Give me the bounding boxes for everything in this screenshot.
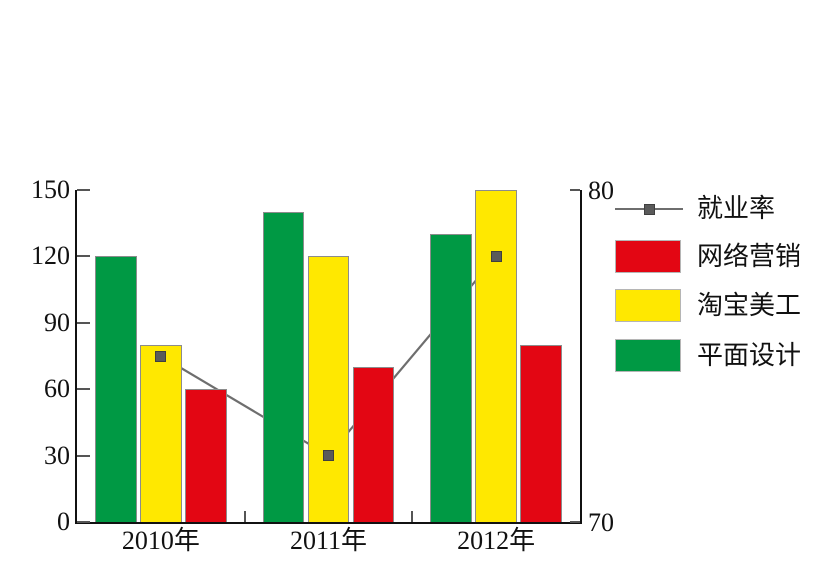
yellow-swatch-icon <box>615 289 681 322</box>
legend-label: 平面设计 <box>697 340 802 370</box>
bar-graphic-design-2010年 <box>95 256 137 522</box>
bar-graphic-design-2011年 <box>262 212 305 522</box>
left-axis-tick-label: 30 <box>44 440 70 470</box>
bar-network-marketing-2011年 <box>352 367 395 522</box>
right-axis-tick-label: 70 <box>588 508 614 537</box>
left-axis-tick <box>77 454 90 457</box>
x-axis-category-label: 2010年 <box>121 526 200 555</box>
legend-item-employment-rate: 就业率 <box>615 194 775 224</box>
x-axis-category-label: 2011年 <box>289 526 368 555</box>
x-axis-category-label: 2012年 <box>457 526 536 555</box>
x-axis-category-tick <box>243 511 246 522</box>
employment-rate-marker-2011年 <box>323 450 334 462</box>
right-axis-tick-label: 80 <box>588 176 614 205</box>
legend-item-network-marketing: 网络营销 <box>615 240 801 273</box>
left-axis-tick-label: 90 <box>44 307 70 337</box>
left-axis-tick-label: 120 <box>31 241 70 271</box>
bar-network-marketing-2012年 <box>520 344 562 522</box>
bar-graphic-design-2012年 <box>430 234 472 522</box>
left-axis-tick-label: 0 <box>57 507 70 536</box>
right-axis-tick <box>570 521 580 523</box>
red-swatch-icon <box>615 240 681 273</box>
bar-network-marketing-2010年 <box>185 389 227 522</box>
left-axis-tick-label: 150 <box>31 175 70 204</box>
left-axis <box>75 190 77 524</box>
left-axis-tick <box>77 255 90 258</box>
left-axis-tick <box>77 388 90 391</box>
employment-rate-marker-2012年 <box>490 250 502 262</box>
right-axis-tick <box>570 189 580 191</box>
line-with-square-marker-icon <box>615 195 683 223</box>
bar-taobao-art-2010年 <box>140 344 182 522</box>
bar-taobao-art-2012年 <box>475 190 517 522</box>
left-axis-tick <box>77 321 90 324</box>
bar-taobao-art-2011年 <box>307 256 350 522</box>
left-axis-tick <box>77 521 90 523</box>
left-axis-tick <box>77 189 90 191</box>
x-axis-category-tick <box>411 511 414 522</box>
right-axis <box>580 190 582 524</box>
left-axis-tick-label: 60 <box>44 374 70 404</box>
legend-item-taobao-art: 淘宝美工 <box>615 289 801 322</box>
employment-rate-marker-2010年 <box>155 350 167 362</box>
x-axis <box>75 522 582 524</box>
legend-label: 就业率 <box>697 194 776 223</box>
green-swatch-icon <box>615 339 681 372</box>
legend-item-graphic-design: 平面设计 <box>615 339 801 372</box>
legend-label: 淘宝美工 <box>697 290 802 320</box>
legend-label: 网络营销 <box>697 241 802 271</box>
